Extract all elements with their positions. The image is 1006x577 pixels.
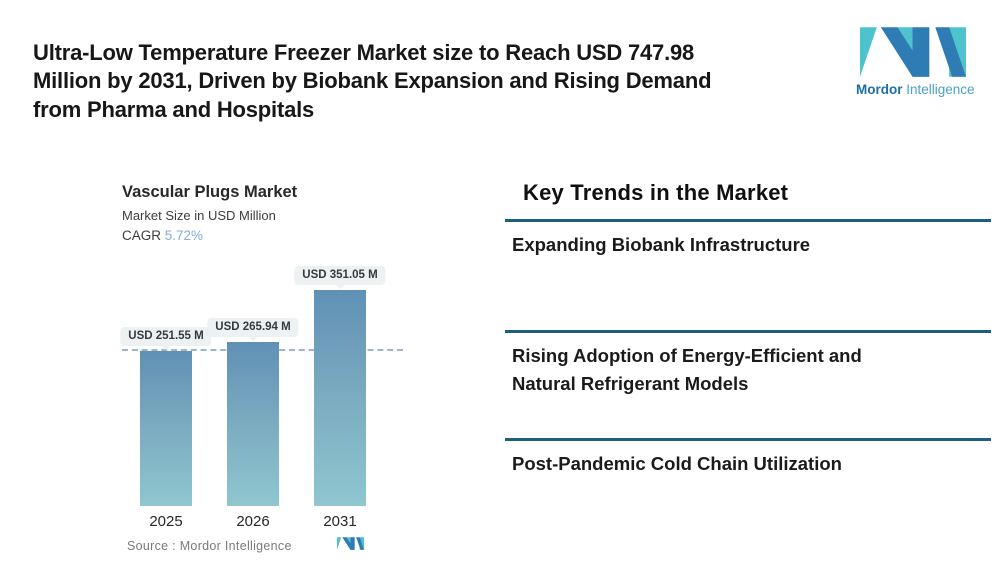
trend-item-1: Expanding Biobank Infrastructure	[512, 234, 811, 255]
trends-heading: Key Trends in the Market	[523, 180, 789, 206]
mordor-logo-icon	[860, 27, 966, 77]
trends-divider-1	[505, 219, 991, 222]
value-label-bubble: USD 351.05 M	[294, 266, 386, 285]
axis-label-2025: 2025	[149, 513, 183, 530]
bar-2031	[314, 290, 366, 506]
axis-label-2026: 2026	[236, 513, 270, 530]
brand-logo: Mordor Intelligence	[856, 27, 975, 97]
cagr-label: CAGR	[122, 228, 162, 243]
bar-chart: USD 251.55 M 2025 USD 265.94 M 2026 USD …	[120, 255, 403, 530]
trends-divider-3	[505, 438, 991, 441]
page-title-line-2: Million by 2031, Driven by Biobank Expan…	[33, 68, 712, 94]
brand-wordmark: Mordor Intelligence	[856, 82, 975, 97]
value-label-bubble: USD 251.55 M	[120, 327, 212, 346]
axis-label-2031: 2031	[323, 513, 357, 530]
trend-item-3: Post-Pandemic Cold Chain Utilization	[512, 453, 842, 474]
brand-name-bold: Mordor	[856, 82, 903, 97]
trends-divider-2	[505, 330, 991, 333]
mini-brand-logo	[337, 537, 364, 550]
trend-item-2: Rising Adoption of Energy-Efficient and …	[512, 345, 862, 394]
page-title: Ultra-Low Temperature Freezer Market siz…	[33, 39, 853, 125]
value-label-bubble: USD 265.94 M	[207, 318, 299, 337]
page-title-line-3: from Pharma and Hospitals	[33, 96, 315, 122]
chart-header: Vascular Plugs Market Market Size in USD…	[122, 183, 297, 243]
source-attribution: Source : Mordor Intelligence	[127, 539, 292, 553]
cagr-value: 5.72%	[164, 228, 204, 243]
page-title-line-1: Ultra-Low Temperature Freezer Market siz…	[33, 39, 695, 65]
chart-cagr: CAGR 5.72%	[122, 228, 297, 243]
mordor-logo-icon	[337, 537, 364, 550]
bar-2025	[140, 351, 192, 506]
chart-title: Vascular Plugs Market	[122, 183, 298, 201]
bar-2026	[227, 342, 279, 506]
chart-subtitle: Market Size in USD Million	[122, 208, 276, 223]
brand-name-light: Intelligence	[906, 82, 975, 97]
